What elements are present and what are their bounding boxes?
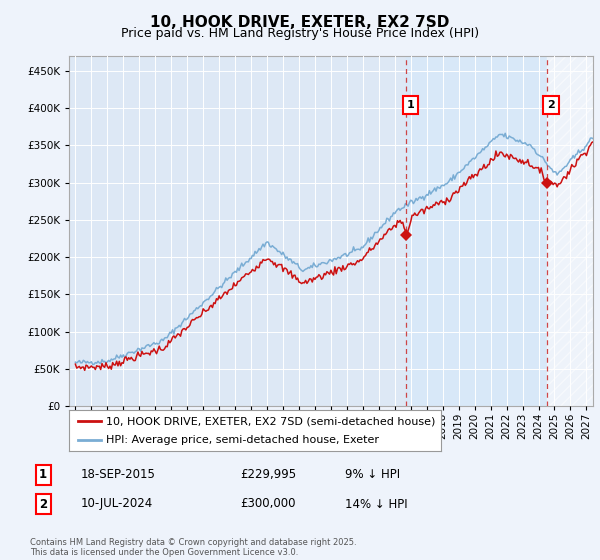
Text: £229,995: £229,995 — [240, 468, 296, 482]
Text: 2: 2 — [547, 100, 555, 110]
Text: HPI: Average price, semi-detached house, Exeter: HPI: Average price, semi-detached house,… — [106, 435, 379, 445]
Text: 14% ↓ HPI: 14% ↓ HPI — [345, 497, 407, 511]
Text: Contains HM Land Registry data © Crown copyright and database right 2025.
This d: Contains HM Land Registry data © Crown c… — [30, 538, 356, 557]
Text: 10, HOOK DRIVE, EXETER, EX2 7SD (semi-detached house): 10, HOOK DRIVE, EXETER, EX2 7SD (semi-de… — [106, 417, 436, 426]
Text: Price paid vs. HM Land Registry's House Price Index (HPI): Price paid vs. HM Land Registry's House … — [121, 27, 479, 40]
Text: 10-JUL-2024: 10-JUL-2024 — [81, 497, 153, 511]
Bar — [547, 56, 593, 406]
Bar — [406, 56, 547, 406]
Text: 18-SEP-2015: 18-SEP-2015 — [81, 468, 156, 482]
Text: 1: 1 — [406, 100, 414, 110]
Text: 10, HOOK DRIVE, EXETER, EX2 7SD: 10, HOOK DRIVE, EXETER, EX2 7SD — [151, 15, 449, 30]
Text: 2: 2 — [39, 497, 47, 511]
Text: £300,000: £300,000 — [240, 497, 296, 511]
Text: 1: 1 — [39, 468, 47, 482]
Text: 9% ↓ HPI: 9% ↓ HPI — [345, 468, 400, 482]
